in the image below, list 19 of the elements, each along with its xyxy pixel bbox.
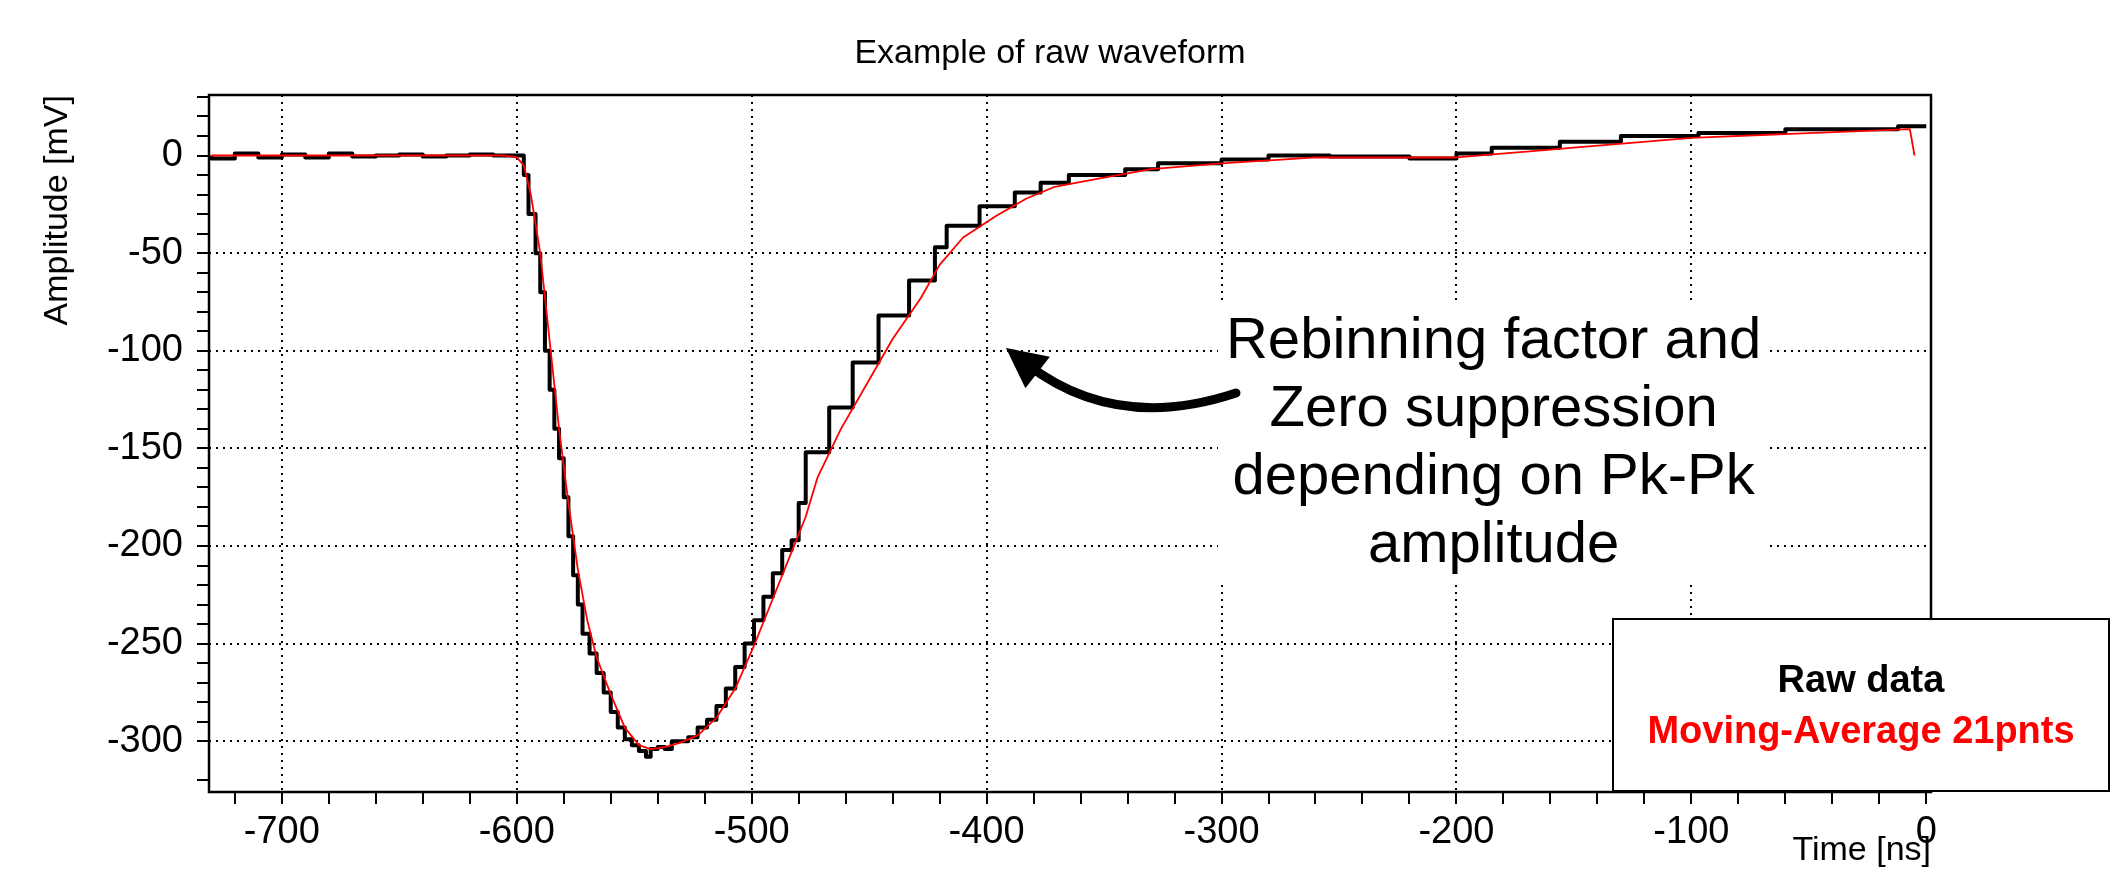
- x-tick-label: -500: [713, 809, 790, 852]
- y-tick-label: -100: [106, 327, 183, 370]
- x-tick-label: -200: [1418, 809, 1495, 852]
- y-axis-title: Amplitude [mV]: [36, 95, 75, 326]
- x-tick-label: -400: [948, 809, 1025, 852]
- x-tick-label: -300: [1183, 809, 1260, 852]
- x-tick-label: -700: [243, 809, 320, 852]
- annotation: Rebinning factor and Zero suppression depending on Pk-Pk amplitude: [1225, 305, 1762, 574]
- y-tick-label: 0: [161, 132, 183, 175]
- text: Raw data: [1777, 656, 1945, 702]
- text: Moving-Average 21pnts: [1647, 708, 2075, 753]
- y-tick-label: -50: [128, 229, 183, 272]
- y-tick-label: -250: [106, 620, 183, 663]
- x-tick-label: -100: [1653, 809, 1730, 852]
- chart-title: Example of raw waveform: [854, 32, 1246, 71]
- x-tick-label: -600: [478, 809, 555, 852]
- y-tick-label: -300: [106, 717, 183, 760]
- y-tick-label: -150: [106, 424, 183, 467]
- y-tick-label: -200: [106, 522, 183, 565]
